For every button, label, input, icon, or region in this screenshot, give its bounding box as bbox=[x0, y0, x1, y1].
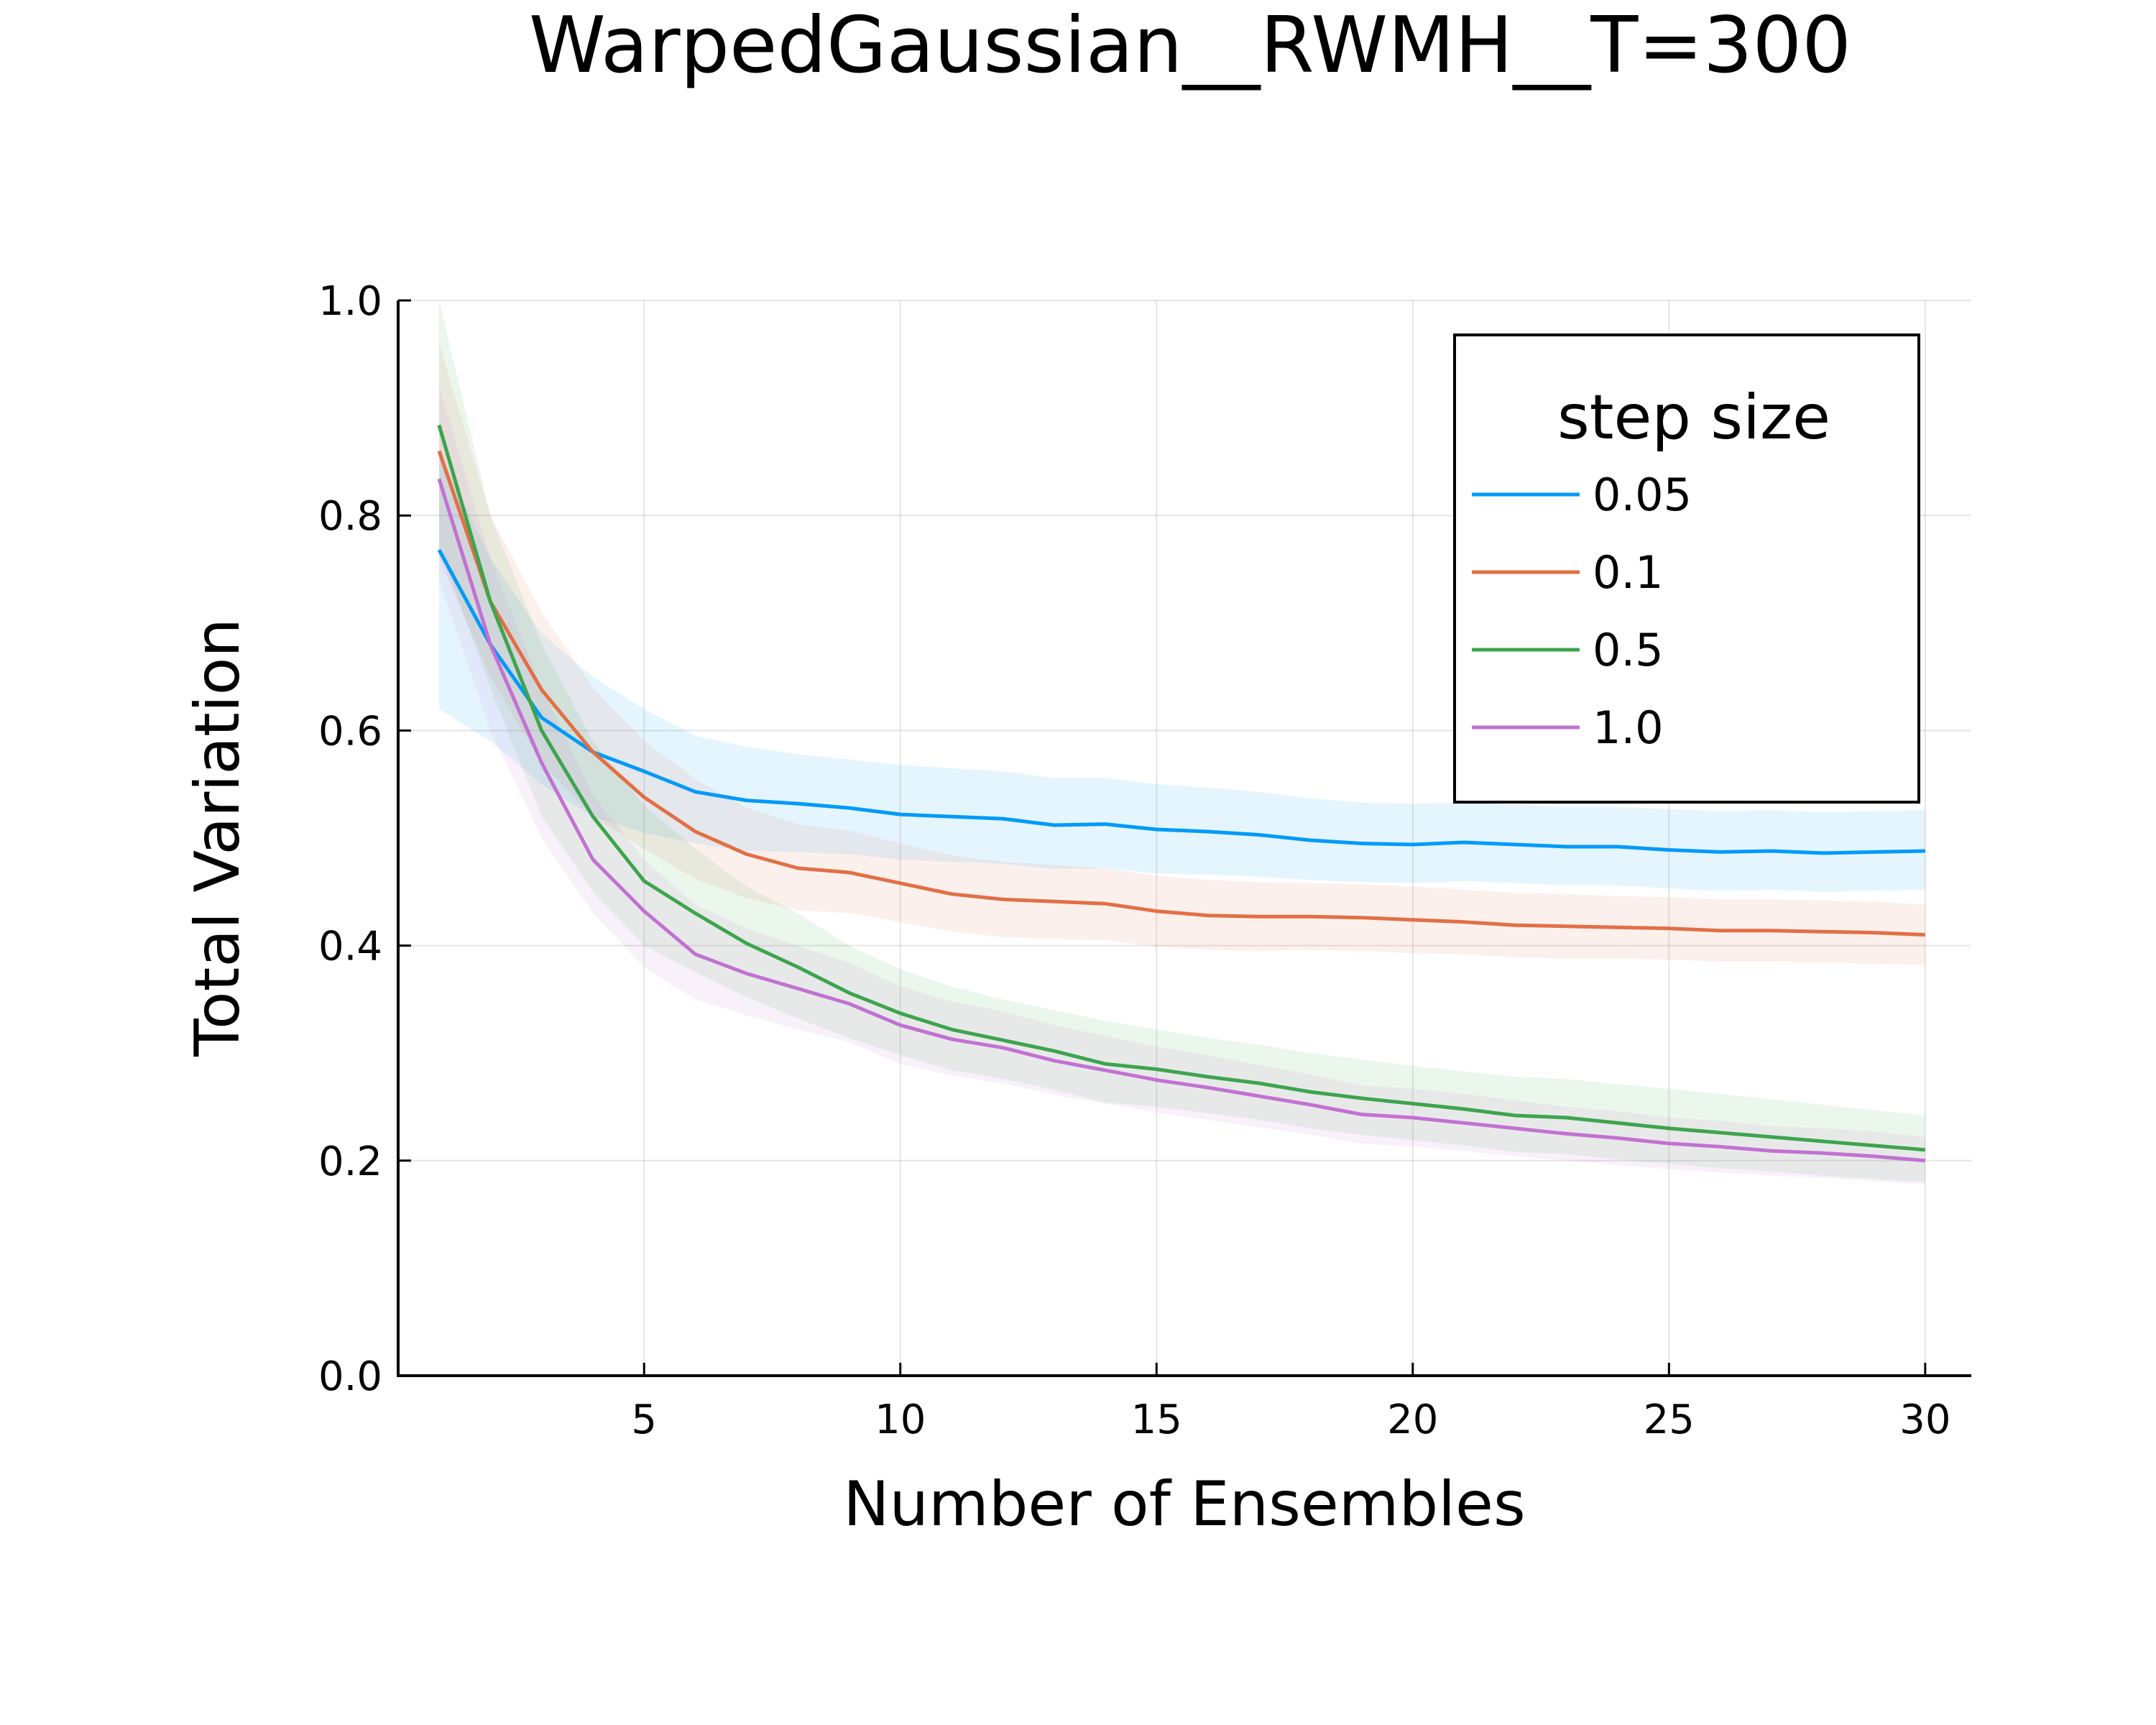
x-ticks: 5 10 15 20 25 30 bbox=[631, 1363, 1950, 1443]
chart-title: WarpedGaussian__RWMH__T=300 bbox=[529, 1, 1851, 91]
series-band-0.05 bbox=[439, 451, 1925, 892]
axes bbox=[397, 300, 1971, 1377]
series-line-0.1 bbox=[437, 450, 1925, 937]
legend-title: step size bbox=[1557, 382, 1830, 454]
y-tick-label: 0.8 bbox=[318, 493, 382, 540]
legend: step size 0.05 0.1 0.5 1.0 bbox=[1453, 334, 1920, 804]
legend-box bbox=[1453, 334, 1920, 804]
y-tick-label: 0.6 bbox=[318, 708, 382, 755]
x-tick-label: 10 bbox=[875, 1397, 926, 1443]
x-tick-label: 5 bbox=[631, 1397, 657, 1443]
x-tick-label: 25 bbox=[1644, 1397, 1695, 1443]
legend-label-0.05: 0.05 bbox=[1593, 469, 1692, 521]
y-tick-label: 0.0 bbox=[318, 1353, 382, 1400]
legend-items: 0.05 0.1 0.5 1.0 bbox=[1472, 469, 1692, 754]
x-tick-label: 15 bbox=[1131, 1397, 1182, 1443]
y-tick-label: 0.2 bbox=[318, 1138, 382, 1185]
confidence-bands bbox=[439, 300, 1925, 1184]
x-axis-label: Number of Ensembles bbox=[843, 1468, 1526, 1540]
x-tick-label: 20 bbox=[1387, 1397, 1438, 1443]
x-tick-label: 30 bbox=[1899, 1397, 1950, 1443]
series-band-0.1 bbox=[439, 343, 1925, 965]
y-tick-label: 1.0 bbox=[318, 278, 382, 325]
legend-label-0.1: 0.1 bbox=[1593, 546, 1664, 599]
series-line-0.5 bbox=[437, 424, 1926, 1152]
y-axis-label: Total Variation bbox=[182, 618, 254, 1057]
y-ticks: 0.0 0.2 0.4 0.6 0.8 1.0 bbox=[318, 278, 411, 1400]
y-tick-label: 0.4 bbox=[318, 924, 382, 970]
legend-label-0.5: 0.5 bbox=[1593, 624, 1664, 676]
series-line-1.0 bbox=[437, 478, 1926, 1163]
series-band-0.5 bbox=[439, 300, 1925, 1182]
series-line-0.05 bbox=[437, 548, 1925, 855]
series-lines bbox=[437, 424, 1926, 1163]
series-band-1.0 bbox=[439, 386, 1925, 1184]
legend-label-1.0: 1.0 bbox=[1593, 702, 1664, 754]
